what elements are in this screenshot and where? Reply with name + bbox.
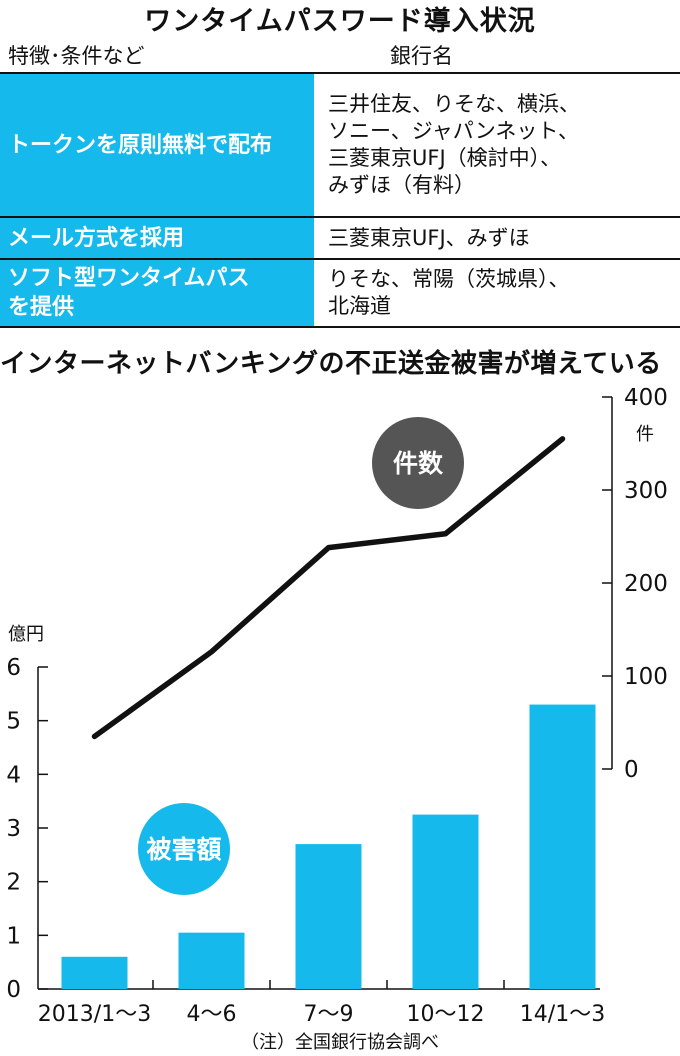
- feature-line: を提供: [8, 295, 75, 320]
- table-title: ワンタイムパスワード導入状況: [144, 6, 536, 37]
- right-axis-unit-label: 件: [636, 424, 654, 445]
- table-top-rule: [0, 72, 680, 74]
- feature-line: メール方式を採用: [8, 225, 185, 251]
- right-axis-tick-label: 300: [624, 478, 668, 504]
- bar-3: [295, 844, 362, 989]
- bar-1: [61, 956, 128, 989]
- bank-line: みずほ（有料）: [328, 173, 475, 197]
- column-header-feature: 特徴･条件など: [8, 44, 145, 68]
- legend-damage-badge: [138, 803, 230, 895]
- left-axis-tick-label: 3: [6, 816, 21, 842]
- table-row-2-banks: 三菱東京UFJ、みずほ: [316, 218, 680, 258]
- source-note: （注）全国銀行協会調べ: [241, 1032, 439, 1053]
- table-bottom-rule: [0, 326, 680, 328]
- left-axis-tick-label: 5: [6, 709, 21, 735]
- column-header-banks: 銀行名: [390, 44, 453, 68]
- table-row-1-feature: トークンを原則無料で配布: [0, 74, 314, 216]
- table-row-3-banks: りそな、常陽（茨城県）、 北海道: [316, 260, 680, 326]
- table-row-rule: [0, 216, 680, 218]
- x-tick-label: 4～6: [187, 1002, 237, 1027]
- right-axis-tick-label: 400: [624, 385, 668, 411]
- left-axis-unit-label: 億円: [8, 624, 44, 645]
- legend-count-badge: [372, 417, 464, 509]
- bank-line: 三菱東京UFJ、みずほ: [328, 225, 530, 250]
- left-axis-tick-label: 1: [6, 923, 21, 949]
- count-line: [91, 436, 566, 740]
- bar-4: [412, 814, 479, 989]
- x-tick-label: 14/1～3: [520, 1002, 605, 1027]
- chart-title: インターネットバンキングの不正送金被害が増えている: [0, 349, 662, 379]
- table-row-1-banks: 三井住友、りそな、横浜、 ソニー、ジャパンネット、 三菱東京UFJ（検討中）、 …: [316, 74, 680, 216]
- x-tick-label: 2013/1～3: [38, 1002, 151, 1027]
- x-tick-label: 7～9: [304, 1002, 354, 1027]
- right-axis-tick-label: 0: [624, 757, 639, 783]
- legend-count-label: 件数: [393, 449, 444, 478]
- left-axis-tick-label: 0: [6, 977, 21, 1003]
- table-row-2-feature: メール方式を採用: [0, 218, 314, 258]
- bank-line: りそな、常陽（茨城県）、: [328, 267, 570, 291]
- x-tick-label: 10～12: [407, 1002, 485, 1027]
- legend-damage-label: 被害額: [146, 835, 221, 864]
- bank-line: ソニー、ジャパンネット、: [328, 119, 579, 143]
- right-axis-tick-label: 100: [624, 664, 668, 690]
- feature-line: トークンを原則無料で配布: [8, 132, 273, 158]
- bar-5: [529, 704, 596, 989]
- bank-line: 三井住友、りそな、横浜、: [328, 92, 580, 116]
- right-axis-tick-label: 200: [624, 571, 668, 597]
- left-axis-tick-label: 6: [6, 655, 21, 681]
- left-axis-tick-label: 2: [6, 870, 21, 896]
- feature-line: ソフト型ワンタイムパス: [8, 266, 250, 291]
- bank-line: 三菱東京UFJ（検討中）、: [328, 146, 562, 170]
- table-row-3-feature: ソフト型ワンタイムパス を提供: [0, 260, 314, 326]
- bank-line: 北海道: [328, 294, 391, 318]
- left-axis-tick-label: 4: [6, 762, 21, 788]
- bar-2: [178, 932, 245, 989]
- table-row-rule: [0, 258, 680, 260]
